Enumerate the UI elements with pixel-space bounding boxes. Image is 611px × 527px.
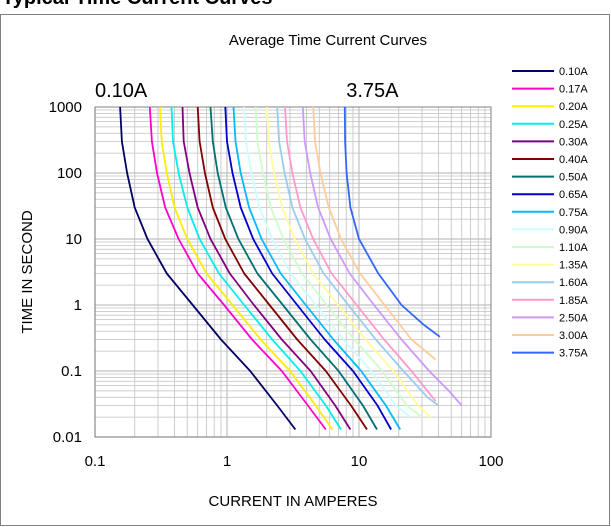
legend: 0.10A 0.17A 0.20A 0.25A 0.30A 0.40A 0.50A 0.65A…	[512, 66, 588, 360]
series-line-0.30A	[181, 106, 352, 430]
legend-label: 0.40A	[559, 154, 588, 166]
legend-label: 0.17A	[559, 84, 588, 96]
legend-label: 1.60A	[559, 277, 588, 289]
series-line-0.17A	[148, 106, 327, 431]
series-line-0.50A	[209, 106, 378, 430]
y-tick-label: 100	[57, 165, 82, 182]
series-line-1.60A	[276, 106, 440, 407]
legend-label: 0.10A	[559, 66, 588, 78]
series-layer	[119, 106, 463, 431]
legend-label: 0.20A	[559, 101, 588, 113]
legend-label: 1.85A	[559, 295, 588, 307]
y-tick-label: 10	[65, 231, 82, 248]
series-line-1.35A	[265, 106, 432, 418]
annotation-layer: 0.10A 3.75A	[95, 80, 399, 102]
legend-label: 0.25A	[559, 119, 588, 131]
legend-label: 2.50A	[559, 312, 588, 324]
series-line-3.75A	[343, 106, 441, 338]
y-tick-label: 0.01	[53, 429, 82, 446]
series-line-3.00A	[312, 106, 437, 361]
series-line-0.25A	[170, 106, 342, 430]
y-tick-label: 1000	[49, 99, 82, 116]
series-line-0.75A	[232, 106, 401, 430]
legend-label: 0.75A	[559, 207, 588, 219]
page-heading: Typical Time Current Curves	[2, 0, 272, 10]
series-line-0.40A	[196, 106, 368, 430]
legend-label: 1.35A	[559, 260, 588, 272]
annotation-label: 0.10A	[95, 80, 148, 102]
x-tick-label: 100	[478, 453, 503, 470]
series-line-0.10A	[119, 106, 297, 431]
series-line-0.90A	[243, 106, 411, 418]
series-line-0.20A	[159, 106, 334, 431]
x-axis-label: CURRENT IN AMPERES	[209, 493, 378, 510]
x-tick-label: 1	[223, 453, 231, 470]
x-tick-label: 0.1	[85, 453, 106, 470]
y-axis-ticks: 0.01 0.1 1 10 100 1000	[49, 99, 82, 446]
legend-label: 0.90A	[559, 224, 588, 236]
chart-title: Average Time Current Curves	[229, 32, 427, 49]
legend-label: 0.65A	[559, 189, 588, 201]
chart-border	[0, 14, 610, 526]
series-line-2.50A	[301, 106, 463, 407]
x-axis-ticks: 0.1 1 10 100	[85, 453, 504, 470]
legend-label: 0.30A	[559, 136, 588, 148]
plot-frame	[94, 106, 492, 438]
x-tick-label: 10	[351, 453, 368, 470]
series-line-0.65A	[224, 106, 392, 430]
y-tick-label: 0.1	[61, 363, 82, 380]
legend-label: 3.75A	[559, 348, 588, 360]
legend-label: 1.10A	[559, 242, 588, 254]
y-axis-label: TIME IN SECOND	[19, 210, 36, 334]
series-line-1.10A	[254, 106, 423, 418]
y-tick-label: 1	[74, 297, 82, 314]
legend-label: 3.00A	[559, 330, 588, 342]
annotation-label: 3.75A	[346, 80, 399, 102]
series-line-1.85A	[284, 106, 437, 402]
legend-label: 0.50A	[559, 172, 588, 184]
